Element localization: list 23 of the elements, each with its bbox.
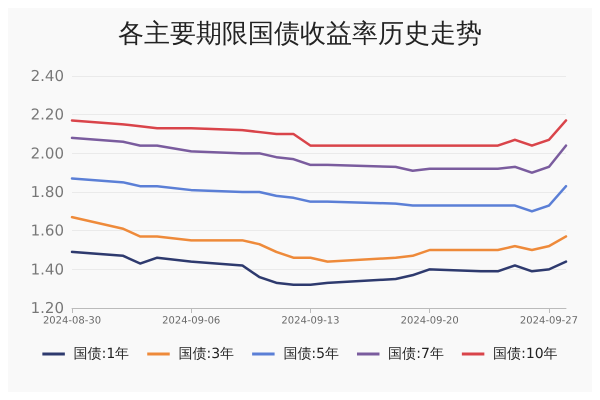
- y-tick-label: 1.20: [30, 299, 64, 317]
- legend-label: 国债:3年: [178, 346, 234, 362]
- line-series: [70, 136, 568, 174]
- chart-title: 各主要期限国债收益率历史走势: [118, 19, 482, 49]
- x-tick-label: 2024-09-13: [281, 316, 340, 326]
- y-tick-label: 2.00: [30, 144, 64, 162]
- y-tick-label: 1.80: [30, 183, 64, 201]
- legend-label: 国债:5年: [283, 346, 339, 362]
- line-series: [70, 250, 568, 286]
- y-tick-label: 2.20: [30, 106, 64, 124]
- line-series: [70, 216, 568, 263]
- y-tick-label: 1.40: [30, 260, 64, 278]
- line-series: [70, 177, 568, 213]
- legend-label: 国债:10年: [493, 346, 558, 362]
- y-tick-label: 1.60: [30, 222, 64, 240]
- x-tick-label: 2024-09-27: [520, 316, 578, 326]
- x-tick-label: 2024-09-06: [162, 316, 220, 326]
- x-tick-label: 2024-08-30: [42, 316, 102, 326]
- legend-label: 国债:1年: [74, 346, 130, 362]
- y-tick-label: 2.40: [30, 67, 64, 85]
- x-tick-label: 2024-09-20: [400, 316, 459, 326]
- legend-label: 国债:7年: [388, 346, 444, 362]
- line-series: [70, 119, 568, 147]
